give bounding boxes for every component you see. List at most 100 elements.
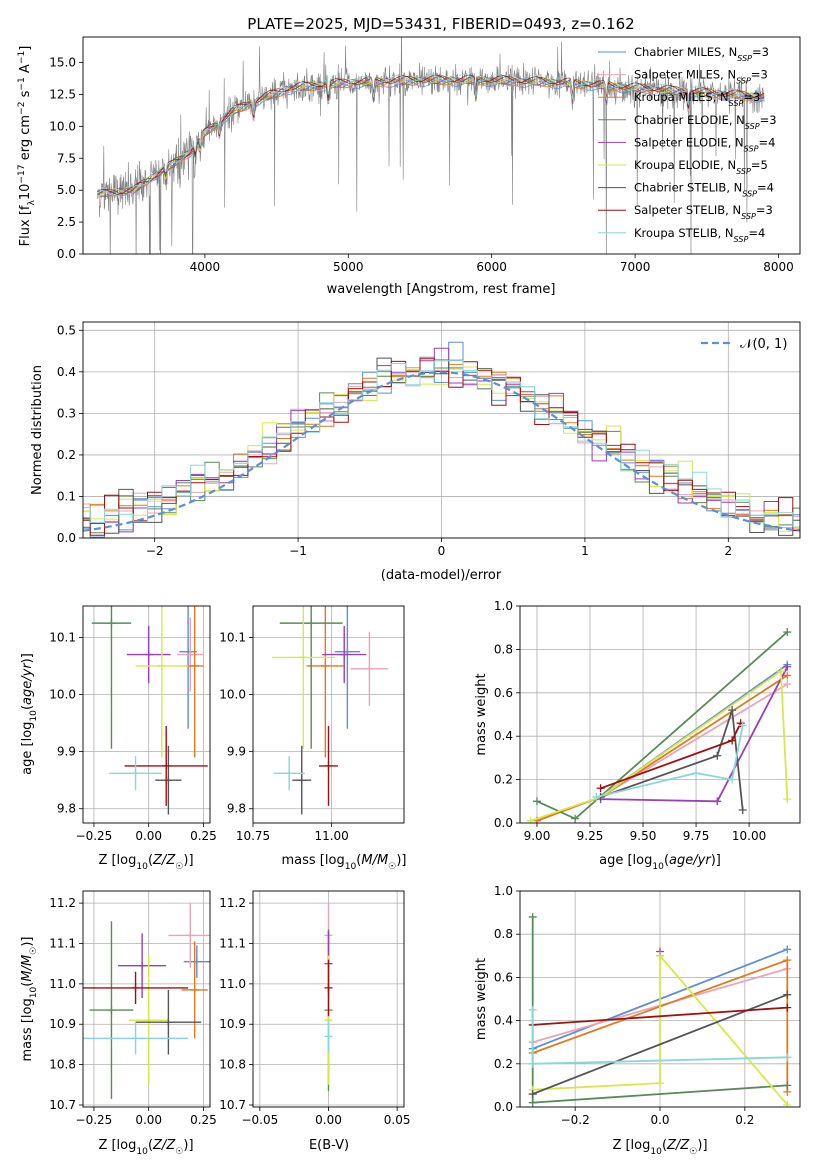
mass-vs-Z-ytick-label: 11.1 — [49, 936, 76, 950]
weight-series-point — [783, 671, 792, 680]
weight-vs-age-xlabel-part: age/yr — [669, 853, 712, 868]
residuals-panel: −2 −1 0 1 2 0.0 0.1 0.2 0.3 0.4 0.5 𝒩(0, 1) (data-mo… — [30, 321, 801, 583]
mass-vs-Z-ytick-label: 11.2 — [49, 896, 76, 910]
spectrum-legend-label-part: Chabrier ELODIE, N — [634, 113, 745, 127]
age-vs-Z-ylabel-part: ( — [20, 705, 35, 710]
weight-vs-age-ytick-label: 0.4 — [494, 729, 513, 743]
weight-vs-age-ytick-label: 0.6 — [494, 686, 513, 700]
errorbar-point — [164, 1018, 173, 1027]
weight-series-point — [528, 1090, 537, 1099]
spectrum-ylabel-part: ] — [18, 46, 33, 51]
errorbar-point — [131, 769, 140, 778]
age-vs-mass-xlabel-part: M/M — [361, 853, 388, 868]
weight-vs-age-xtick-label: 10.00 — [732, 829, 766, 843]
errorbar-point — [297, 776, 306, 785]
spectrum-legend-label-part: Chabrier STELIB, N — [634, 181, 742, 195]
mass-vs-Z-xlabel-part: Z [log — [98, 1138, 136, 1153]
age-vs-mass-xtick-label: 11.00 — [314, 829, 348, 843]
spectrum-legend-label-part: =3 — [751, 68, 768, 82]
mass-vs-Z-xtick-label: −0.25 — [76, 1113, 113, 1127]
errorbar-point — [307, 619, 316, 628]
spectrum-legend-label: Salpeter STELIB, NSSP=3 — [634, 203, 773, 221]
mass-vs-ebv-panel: −0.05 0.00 0.05 10.7 10.8 10.9 11.0 11.1 11.2 E(B… — [219, 890, 410, 1153]
residuals-xlabel: (data-model)/error — [381, 568, 502, 583]
errorbar-point — [107, 619, 116, 628]
residuals-frame — [82, 321, 801, 539]
mass-vs-Z-ylabel-part: mass [log — [20, 998, 35, 1061]
residual-legend-label: 𝒩(0, 1) — [740, 337, 787, 352]
residuals-ytick-label: 0.4 — [57, 365, 76, 379]
weight-vs-Z-xlabel: Z [log10(Z/Z☉)] — [612, 1138, 707, 1157]
age-vs-Z-ylabel: age [log10(age/yr)] — [20, 653, 39, 775]
spectrum-legend-label-part: SSP — [729, 99, 744, 108]
residuals-xtick-label: −2 — [146, 544, 164, 558]
errorbar-point — [321, 661, 330, 670]
errorbar-point — [190, 661, 199, 670]
spectrum-legend-label-part: SSP — [736, 167, 751, 176]
mass-vs-ebv-ytick-label: 10.8 — [219, 1058, 246, 1072]
errorbar-point — [190, 985, 199, 994]
weight-series-point — [526, 816, 535, 823]
residual-histogram — [83, 366, 800, 532]
weight-vs-Z-xlabel-part: ☉ — [689, 1147, 697, 1157]
weight-series-point — [738, 805, 747, 814]
spectrum-model-line — [97, 74, 765, 195]
spectrum-xtick-label: 5000 — [333, 260, 364, 274]
weight-vs-Z-ytick-label: 1.0 — [494, 884, 513, 898]
mass-vs-Z-xlabel-part: ☉ — [175, 1147, 183, 1157]
age-vs-Z-frame — [82, 605, 211, 824]
weight-vs-Z-xlabel-part: 10 — [650, 1147, 662, 1157]
spectrum-legend-label-part: SSP — [741, 212, 756, 221]
errorbar-point — [131, 1034, 140, 1043]
spectrum-legend-label-part: Kroupa ELODIE, N — [634, 158, 736, 172]
age-vs-mass-ytick-label: 10.1 — [219, 630, 246, 644]
weight-vs-age-xlabel-part: ( — [664, 853, 669, 868]
age-vs-Z-ytick-label: 10.1 — [49, 630, 76, 644]
spectrum-legend-label-part: =3 — [756, 203, 773, 217]
weight-series-line — [530, 669, 789, 822]
mass-vs-Z-xtick-label: 0.25 — [190, 1113, 217, 1127]
weight-series-point — [528, 912, 537, 921]
errorbar-point — [131, 983, 140, 992]
age-vs-mass-xlabel-part: )] — [396, 853, 406, 868]
weight-vs-Z-ytick-label: 0.2 — [494, 1057, 513, 1071]
weight-series-point — [592, 792, 601, 801]
spectrum-legend-label-part: =3 — [752, 45, 769, 59]
weight-series-point — [783, 1100, 792, 1107]
weight-vs-Z-xtick-label: 0.0 — [650, 1113, 669, 1127]
weight-series-line — [532, 1006, 788, 1026]
errorbar-point — [285, 769, 294, 778]
age-vs-mass-ytick-label: 9.9 — [227, 745, 246, 759]
age-vs-mass-xlabel-part: mass [log — [282, 853, 345, 868]
errorbar-point — [186, 931, 195, 940]
weight-vs-age-panel: 9.00 9.25 9.50 9.75 10.00 0.0 0.2 0.4 0.6 0.8 1.0 m… — [474, 599, 801, 872]
age-vs-Z-xlabel: Z [log10(Z/Z☉)] — [98, 853, 193, 872]
spectrum-legend-label-part: =3 — [743, 90, 760, 104]
weight-vs-Z-ytick-label: 0.8 — [494, 927, 513, 941]
weight-series-point — [783, 1081, 792, 1090]
weight-vs-Z-ylabel: mass weight — [474, 958, 489, 1040]
weight-series-point — [783, 662, 792, 671]
mass-vs-Z-frame — [82, 890, 211, 1108]
weight-series-point — [783, 990, 792, 999]
weight-series-point — [783, 1053, 792, 1062]
mass-vs-ebv-ytick-label: 11.1 — [219, 936, 246, 950]
spectrum-ylabel-part: s — [18, 90, 33, 101]
mass-vs-Z-ytick-label: 10.8 — [49, 1058, 76, 1072]
age-vs-Z-ytick-label: 10.0 — [49, 688, 76, 702]
spectrum-legend-label-part: =5 — [751, 158, 768, 172]
spectrum-ylabel-part: −2 — [17, 102, 27, 115]
weight-vs-age-xlabel-part: age [log — [599, 853, 652, 868]
errorbar-point — [138, 961, 147, 970]
spectrum-xtick-label: 6000 — [476, 260, 507, 274]
mass-vs-ebv-plot-area — [253, 891, 404, 1107]
mass-vs-ebv-ytick-label: 11.2 — [219, 896, 246, 910]
residuals-xtick-label: 1 — [581, 544, 589, 558]
weight-vs-age-xlabel: age [log10(age/yr)] — [599, 853, 721, 872]
age-vs-Z-xtick-label: 0.25 — [190, 829, 217, 843]
age-vs-Z-plot-area — [83, 606, 210, 823]
spectrum-xtick-label: 7000 — [620, 260, 651, 274]
age-vs-mass-xlabel: mass [log10(M/M☉)] — [282, 853, 407, 872]
mass-vs-Z-plot-area — [83, 891, 210, 1107]
age-vs-Z-xlabel-part: ( — [148, 853, 153, 868]
